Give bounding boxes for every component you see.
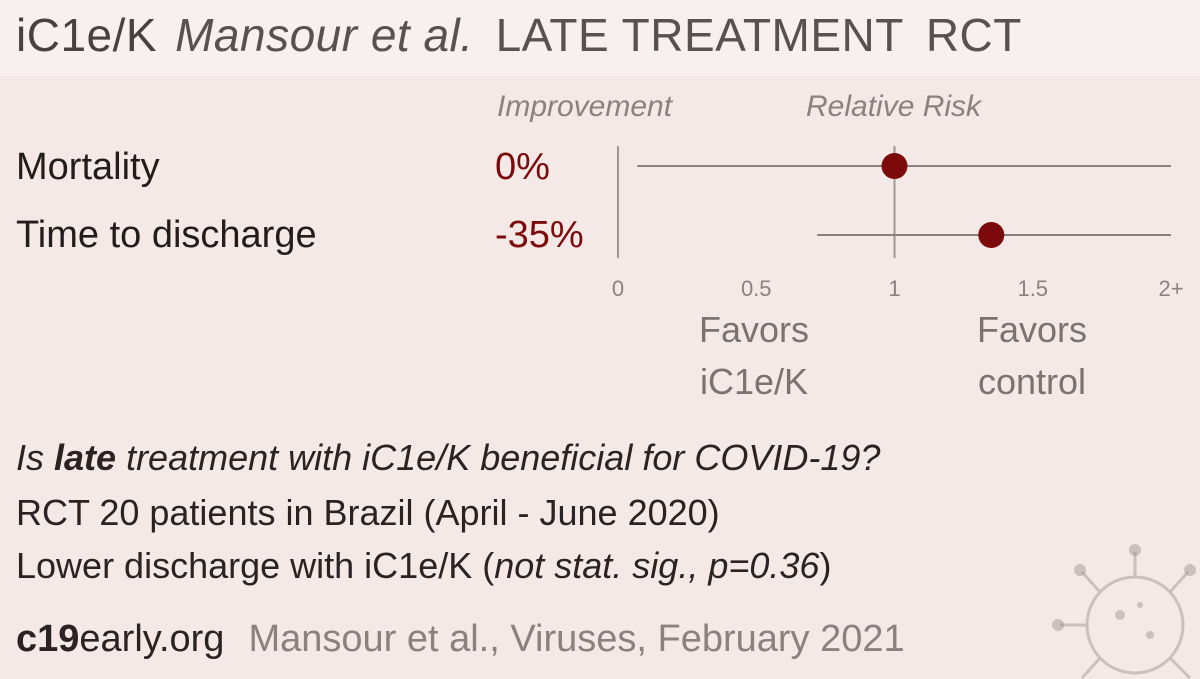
outcome-label-discharge: Time to discharge xyxy=(16,214,317,256)
forest-plot: 0 0.5 1 1.5 2+ xyxy=(612,146,1184,301)
brand-bold: c19 xyxy=(16,618,80,660)
outcome-improvement-discharge: -35% xyxy=(495,214,584,256)
relative-risk-column-header: Relative Risk xyxy=(806,90,982,123)
point-estimate-1 xyxy=(881,153,908,179)
citation-text: Mansour et al., Viruses, February 2021 xyxy=(248,618,905,660)
title-authors: Mansour et al. xyxy=(175,9,474,61)
summary-result-post: ) xyxy=(819,545,832,586)
x-tick-label: 0 xyxy=(612,276,624,301)
summary-question-pre: Is xyxy=(16,437,55,478)
header-bar xyxy=(0,0,1200,76)
favors-control-line1: Favors xyxy=(976,309,1088,350)
title-drug: iC1e/K xyxy=(16,9,158,61)
summary-question-bold: late xyxy=(54,437,117,478)
x-tick-label: 1 xyxy=(888,276,900,301)
favors-control-line2: control xyxy=(977,361,1087,402)
summary-question: Is late treatment with iC1e/K beneficial… xyxy=(16,437,880,479)
title-design: RCT xyxy=(925,9,1022,61)
brand-rest: early.org xyxy=(79,618,225,660)
x-tick-label: 0.5 xyxy=(741,276,772,301)
x-tick-label: 2+ xyxy=(1158,276,1183,301)
site-brand-link[interactable]: c19early.org xyxy=(16,618,224,660)
summary-question-post: treatment with iC1e/K beneficial for COV… xyxy=(116,437,881,478)
x-tick-label: 1.5 xyxy=(1017,276,1048,301)
outcome-label-mortality: Mortality xyxy=(16,146,160,188)
summary-study-details: RCT 20 patients in Brazil (April - June … xyxy=(16,492,720,533)
page-title: iC1e/K Mansour et al. LATE TREATMENT RCT xyxy=(16,8,1022,62)
footer: c19early.org Mansour et al., Viruses, Feb… xyxy=(16,618,905,661)
title-stage: LATE TREATMENT xyxy=(495,9,904,61)
favors-treatment-line1: Favors xyxy=(698,309,810,350)
virus-icon xyxy=(1052,544,1196,679)
point-estimate-2 xyxy=(978,222,1005,248)
favors-control-label: Favors control xyxy=(932,304,1132,408)
outcome-improvement-mortality: 0% xyxy=(495,146,550,188)
improvement-column-header: Improvement xyxy=(497,90,673,123)
summary-result-italic: not stat. sig., p=0.36 xyxy=(494,545,820,586)
summary-result-pre: Lower discharge with iC1e/K ( xyxy=(16,545,495,586)
favors-treatment-line2: iC1e/K xyxy=(699,361,809,402)
summary-result: Lower discharge with iC1e/K (not stat. s… xyxy=(16,545,831,587)
favors-treatment-label: Favors iC1e/K xyxy=(654,304,854,408)
